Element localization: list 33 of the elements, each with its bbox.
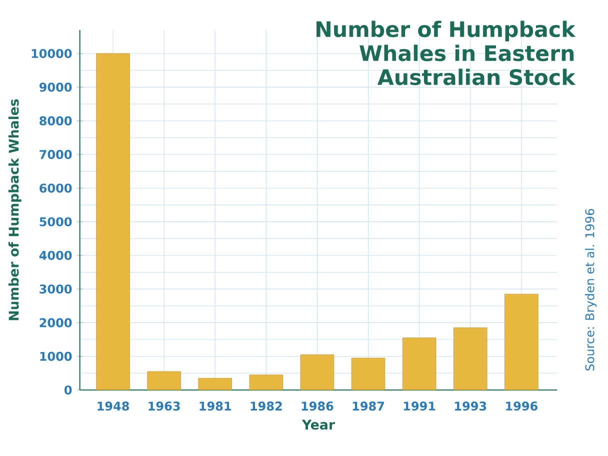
- y-tick-label: 8000: [40, 116, 72, 126]
- y-tick-label: 2000: [40, 318, 72, 328]
- x-tick-label: 1981: [200, 402, 231, 411]
- x-tick-label: 1986: [302, 402, 334, 411]
- x-tick-label: 1993: [455, 402, 486, 411]
- bar: [402, 338, 436, 390]
- y-tick-label: 7000: [40, 150, 72, 160]
- x-tick-label: 1948: [98, 402, 129, 411]
- source-note: Source: Bryden et al. 1996: [585, 208, 597, 370]
- x-tick-label: 1996: [506, 402, 538, 411]
- y-tick-label: 0: [64, 385, 72, 395]
- y-axis-title: Number of Humpback Whales: [8, 99, 22, 320]
- text: Number of Humpback Whales in Eastern Australian Stock: [316, 20, 576, 86]
- bar: [96, 53, 130, 390]
- y-tick-label: 9000: [39, 82, 72, 92]
- bar: [249, 374, 284, 390]
- x-tick-label: 1963: [148, 402, 180, 411]
- x-tick-label: 1987: [352, 402, 384, 411]
- bar: [504, 294, 538, 390]
- bar: [351, 358, 386, 390]
- x-tick-label: 1982: [250, 402, 282, 411]
- y-tick-label: 6000: [40, 184, 72, 193]
- bar: [300, 354, 334, 390]
- bar: [147, 371, 181, 390]
- y-tick-label: 4000: [39, 250, 72, 260]
- bar: [198, 378, 232, 390]
- y-tick-label: 10000: [32, 49, 72, 58]
- x-axis-title: Year: [302, 420, 335, 430]
- y-tick-label: 3000: [40, 284, 72, 294]
- y-tick-label: 1000: [40, 352, 72, 361]
- x-tick-label: 1991: [404, 402, 436, 411]
- y-tick-label: 5000: [40, 217, 72, 226]
- bar: [453, 328, 488, 390]
